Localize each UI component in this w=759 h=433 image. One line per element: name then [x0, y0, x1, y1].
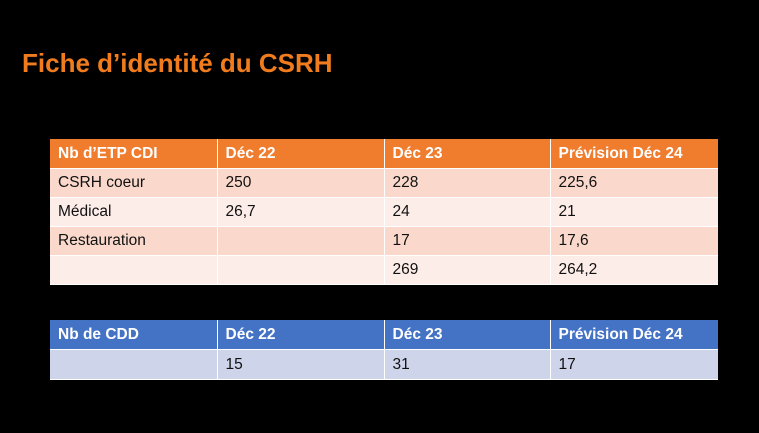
- table-cell: 21: [550, 197, 718, 227]
- table-row: CSRH coeur 250 228 225,6: [50, 168, 718, 198]
- header-cell-label: Nb de CDD: [50, 320, 218, 350]
- table-cell: Médical: [50, 197, 218, 227]
- table-cell: 15: [217, 349, 385, 380]
- header-cell-dec22: Déc 22: [217, 320, 385, 350]
- header-cell-label: Nb d’ETP CDI: [50, 139, 218, 169]
- table-header-row: Nb de CDD Déc 22 Déc 23 Prévision Déc 24: [50, 320, 718, 350]
- table-cell: 250: [217, 168, 385, 198]
- table-row: Restauration 17 17,6: [50, 226, 718, 256]
- table-cell: 17: [384, 226, 551, 256]
- table-cell: 228: [384, 168, 551, 198]
- table-cell: 269: [384, 255, 551, 285]
- table-cell: [217, 226, 385, 256]
- table-cell: [217, 255, 385, 285]
- cdd-table: Nb de CDD Déc 22 Déc 23 Prévision Déc 24…: [50, 320, 718, 380]
- table-header-row: Nb d’ETP CDI Déc 22 Déc 23 Prévision Déc…: [50, 139, 718, 169]
- table-row: 15 31 17: [50, 349, 718, 380]
- etp-cdi-table: Nb d’ETP CDI Déc 22 Déc 23 Prévision Déc…: [50, 139, 718, 285]
- header-cell-dec23: Déc 23: [384, 139, 551, 169]
- table-cell: 31: [384, 349, 551, 380]
- table-cell: [50, 349, 218, 380]
- header-cell-prevision-dec24: Prévision Déc 24: [550, 139, 718, 169]
- table-cell: 26,7: [217, 197, 385, 227]
- table-row-total: 269 264,2: [50, 255, 718, 285]
- slide-title: Fiche d’identité du CSRH: [22, 48, 333, 78]
- header-cell-dec22: Déc 22: [217, 139, 385, 169]
- table-cell: 24: [384, 197, 551, 227]
- table-cell: 264,2: [550, 255, 718, 285]
- header-cell-prevision-dec24: Prévision Déc 24: [550, 320, 718, 350]
- table-cell: Restauration: [50, 226, 218, 256]
- table-row: Médical 26,7 24 21: [50, 197, 718, 227]
- table-cell: [50, 255, 218, 285]
- header-cell-dec23: Déc 23: [384, 320, 551, 350]
- table-cell: 17,6: [550, 226, 718, 256]
- table-cell: 17: [550, 349, 718, 380]
- table-cell: CSRH coeur: [50, 168, 218, 198]
- table-cell: 225,6: [550, 168, 718, 198]
